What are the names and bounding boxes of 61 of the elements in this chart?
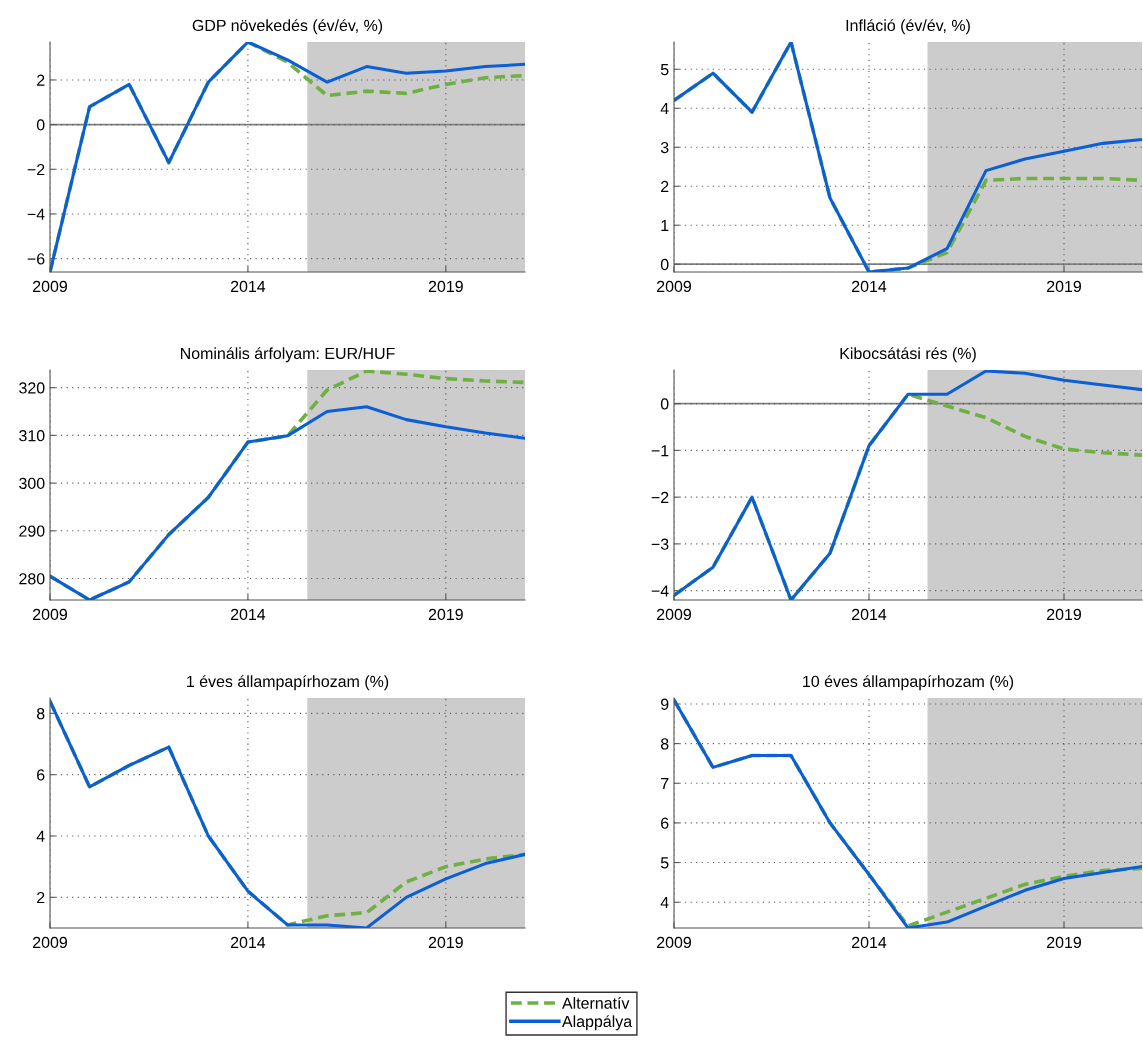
x-tick-label: 2009 — [657, 280, 692, 293]
x-tick-label: 2019 — [1047, 608, 1082, 621]
x-tick-label: 2019 — [1047, 280, 1082, 293]
x-tick-label: 2014 — [852, 608, 887, 621]
line-series — [674, 698, 1142, 928]
y-tick-label: −1 — [651, 445, 669, 457]
y-tick-label: 0 — [660, 398, 669, 410]
y-tick-label: 3 — [660, 141, 669, 154]
chart-title: 1 éves állampapírhozam (%) — [187, 675, 389, 691]
y-tick-label: 5 — [660, 64, 669, 76]
x-tick-label: 2009 — [657, 608, 692, 621]
y-tick-label: −4 — [27, 208, 45, 220]
y-tick-label: 2 — [661, 180, 669, 193]
y-tick-label: −2 — [651, 491, 669, 503]
y-tick-label: 4 — [660, 103, 669, 115]
y-tick-label: 2 — [37, 891, 45, 904]
line-series — [50, 42, 525, 272]
y-tick-label: 310 — [19, 430, 45, 442]
x-tick-label: 2014 — [852, 280, 887, 293]
y-tick-label: 1 — [661, 220, 669, 232]
y-tick-label: 7 — [661, 778, 669, 790]
chart-title: Nominális árfolyam: EUR/HUF — [180, 347, 395, 363]
x-tick-label: 2009 — [33, 936, 68, 949]
chart-title: Kibocsátási rés (%) — [840, 347, 976, 363]
x-tick-label: 2019 — [428, 608, 463, 621]
chart-title: Infláció (év/év, %) — [846, 19, 970, 35]
y-tick-label: 300 — [19, 477, 45, 490]
y-tick-label: −6 — [27, 253, 45, 265]
y-tick-label: 6 — [37, 769, 45, 781]
y-tick-label: −4 — [651, 585, 669, 597]
y-tick-label: 5 — [660, 857, 669, 869]
x-tick-label: 2019 — [428, 936, 463, 949]
x-tick-label: 2014 — [230, 936, 266, 949]
y-tick-label: 0 — [660, 258, 669, 271]
y-tick-label: 320 — [19, 382, 45, 394]
line-series — [674, 42, 1142, 272]
y-tick-label: 2 — [37, 74, 45, 86]
x-tick-label: 2014 — [230, 608, 266, 621]
y-tick-label: 9 — [661, 698, 669, 710]
line-series — [50, 370, 525, 600]
y-tick-label: 4 — [660, 897, 669, 909]
y-tick-label: 290 — [19, 525, 45, 537]
x-tick-label: 2009 — [657, 936, 692, 949]
x-tick-label: 2014 — [852, 936, 887, 949]
y-tick-label: 8 — [660, 738, 669, 750]
y-tick-label: 280 — [19, 573, 45, 585]
x-tick-label: 2009 — [33, 608, 68, 621]
y-tick-label: 0 — [36, 119, 45, 131]
chart-title: GDP növekedés (év/év, %) — [192, 19, 383, 35]
x-tick-label: 2019 — [1047, 936, 1082, 949]
x-tick-label: 2019 — [428, 280, 463, 293]
y-tick-label: 8 — [36, 707, 45, 720]
x-tick-label: 2014 — [230, 280, 266, 293]
legend-label: Alappálya — [562, 1015, 633, 1031]
y-tick-label: −2 — [27, 163, 45, 176]
legend-label: Alternatív — [562, 996, 630, 1009]
y-tick-label: −3 — [651, 538, 669, 550]
x-tick-label: 2009 — [33, 280, 68, 293]
chart-title: 10 éves állampapírhozam (%) — [803, 675, 1014, 691]
y-tick-label: 4 — [36, 830, 45, 842]
y-tick-label: 6 — [661, 817, 669, 829]
